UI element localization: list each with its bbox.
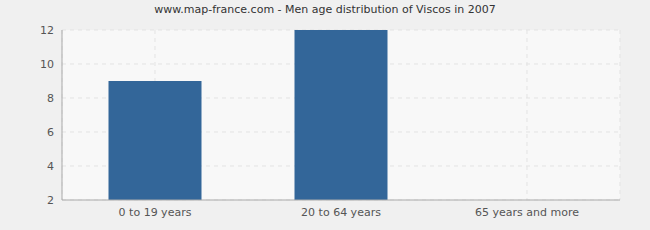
svg-text:2: 2 <box>47 194 54 207</box>
svg-text:10: 10 <box>40 58 54 71</box>
html-text:www.map-france.com - Men age d: www.map-france.com - Men age distributio… <box>154 3 496 16</box>
svg-text:12: 12 <box>40 24 54 37</box>
svg-text:8: 8 <box>47 92 54 105</box>
svg-text:6: 6 <box>47 126 54 139</box>
svg-text:65 years and more: 65 years and more <box>475 206 579 219</box>
svg-text:0 to 19 years: 0 to 19 years <box>119 206 192 219</box>
svg-text:4: 4 <box>47 160 54 173</box>
svg-text:20 to 64 years: 20 to 64 years <box>301 206 381 219</box>
